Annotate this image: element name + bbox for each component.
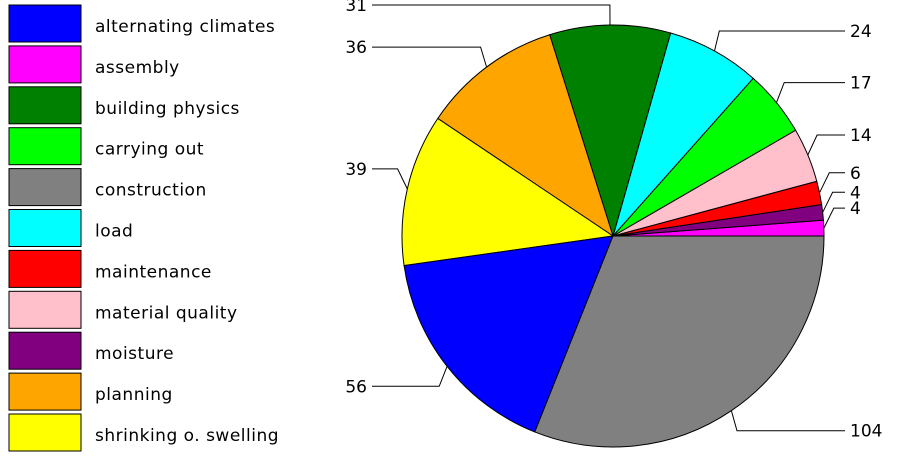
- legend-swatch-assembly: [8, 45, 82, 84]
- legend-label-load: load: [95, 222, 133, 242]
- legend: alternating climates assembly building phy…: [8, 4, 279, 452]
- legend-swatch-carrying-out: [8, 127, 82, 166]
- value-label-construction: 104: [850, 422, 882, 442]
- leader-line-carrying-out: [776, 82, 845, 103]
- legend-swatch-building-physics: [8, 86, 82, 125]
- legend-swatch-maintenance: [8, 249, 82, 288]
- leader-line-material-quality: [807, 134, 845, 156]
- pie-slices: [401, 24, 825, 448]
- leader-line-shrinking-o-swelling: [372, 168, 408, 190]
- legend-swatch-planning: [8, 372, 82, 411]
- leader-line-alternating-climates: [372, 366, 448, 387]
- legend-label-construction: construction: [95, 181, 207, 201]
- value-label-planning: 36: [345, 38, 367, 58]
- leader-line-building-physics: [372, 4, 611, 26]
- legend-label-carrying-out: carrying out: [95, 140, 204, 160]
- legend-swatch-alternating-climates: [8, 4, 82, 43]
- value-label-alternating-climates: 56: [345, 377, 367, 397]
- leader-line-construction: [730, 410, 845, 432]
- legend-label-planning: planning: [95, 385, 173, 405]
- legend-label-moisture: moisture: [95, 344, 174, 364]
- legend-swatch-material-quality: [8, 290, 82, 329]
- legend-label-building-physics: building physics: [95, 99, 240, 119]
- value-label-assembly: 4: [850, 199, 861, 219]
- legend-label-material-quality: material quality: [95, 303, 238, 323]
- leader-line-moisture: [822, 191, 845, 213]
- legend-label-alternating-climates: alternating climates: [95, 17, 275, 37]
- legend-swatch-moisture: [8, 331, 82, 370]
- legend-swatch-shrinking-o-swelling: [8, 413, 82, 452]
- legend-swatch-load: [8, 209, 82, 247]
- pie-slice-building-physics: [549, 24, 672, 238]
- value-label-moisture: 4: [850, 183, 861, 203]
- leader-line-load: [714, 30, 845, 52]
- pie-slice-construction: [534, 235, 825, 448]
- value-label-building-physics: 31: [345, 0, 367, 16]
- legend-swatch-construction: [8, 168, 82, 207]
- legend-label-shrinking-o-swelling: shrinking o. swelling: [95, 426, 279, 446]
- legend-label-assembly: assembly: [95, 58, 180, 78]
- pie-slice-shrinking-o-swelling: [401, 117, 615, 267]
- value-label-maintenance: 6: [850, 164, 861, 184]
- pie-slice-alternating-climates: [403, 235, 614, 433]
- leader-line-maintenance: [819, 172, 845, 194]
- value-label-carrying-out: 17: [850, 74, 872, 94]
- value-label-material-quality: 14: [850, 126, 872, 146]
- leader-line-planning: [372, 46, 488, 68]
- value-label-load: 24: [850, 22, 872, 42]
- value-label-shrinking-o-swelling: 39: [345, 160, 367, 180]
- legend-label-maintenance: maintenance: [95, 262, 212, 282]
- leader-line-assembly: [823, 207, 845, 229]
